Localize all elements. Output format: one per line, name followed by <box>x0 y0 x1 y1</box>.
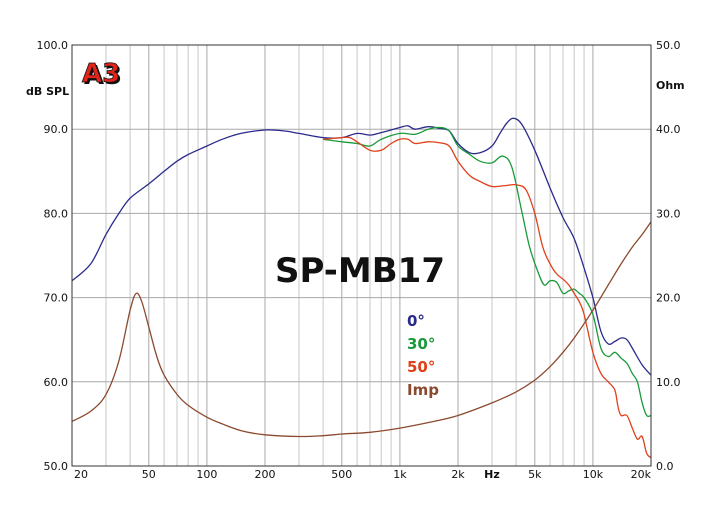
y-left-tick-label: 80.0 <box>44 207 69 220</box>
y-right-tick-label: 40.0 <box>656 123 681 136</box>
y-right-unit-label: Ohm <box>656 79 685 92</box>
x-tick-label: 1k <box>393 468 407 481</box>
y-right-tick-label: 0.0 <box>656 460 674 473</box>
y-left-tick-label: 60.0 <box>44 376 69 389</box>
x-tick-label: 10k <box>583 468 604 481</box>
a3-logo-shadow: A3 <box>84 61 122 91</box>
x-tick-label: 200 <box>255 468 276 481</box>
series-line <box>323 126 652 418</box>
series-line <box>71 221 652 438</box>
plot-frame <box>71 44 652 467</box>
x-tick-label: 500 <box>331 468 352 481</box>
grid <box>71 44 652 467</box>
legend: 0° 30° 50° Imp <box>407 312 439 399</box>
y-left-tick-label: 100.0 <box>37 39 69 52</box>
legend-entry: 50° <box>407 358 435 376</box>
legend-entry: 0° <box>407 312 425 330</box>
x-tick-label: 20 <box>74 468 88 481</box>
series-line <box>71 117 652 376</box>
a3-logo: A3 A3 <box>82 59 123 91</box>
series-line <box>323 136 652 459</box>
y-left-tick-label: 70.0 <box>44 292 69 305</box>
x-unit-label: Hz <box>484 468 500 481</box>
legend-entry: 30° <box>407 335 435 353</box>
y-right-tick-label: 30.0 <box>656 207 681 220</box>
y-right-tick-label: 10.0 <box>656 376 681 389</box>
model-title: SP-MB17 <box>275 251 445 291</box>
y-left-tick-label: 50.0 <box>44 460 69 473</box>
y-left-tick-label: 90.0 <box>44 123 69 136</box>
x-tick-label: 100 <box>196 468 217 481</box>
legend-entry: Imp <box>407 381 439 399</box>
y-right-tick-label: 20.0 <box>656 292 681 305</box>
a3-logo-text: A3 <box>82 59 120 89</box>
tick-labels: 50.0 60.0 70.0 80.0 90.0 100.0 0.0 10.0 20.0 30.0… <box>37 39 681 481</box>
x-tick-label: 2k <box>451 468 465 481</box>
y-left-unit-label: dB SPL <box>26 85 69 98</box>
x-tick-label: 20k <box>631 468 652 481</box>
x-tick-label: 50 <box>142 468 156 481</box>
y-right-tick-label: 50.0 <box>656 39 681 52</box>
series-lines <box>71 117 652 459</box>
x-tick-label: 5k <box>528 468 542 481</box>
